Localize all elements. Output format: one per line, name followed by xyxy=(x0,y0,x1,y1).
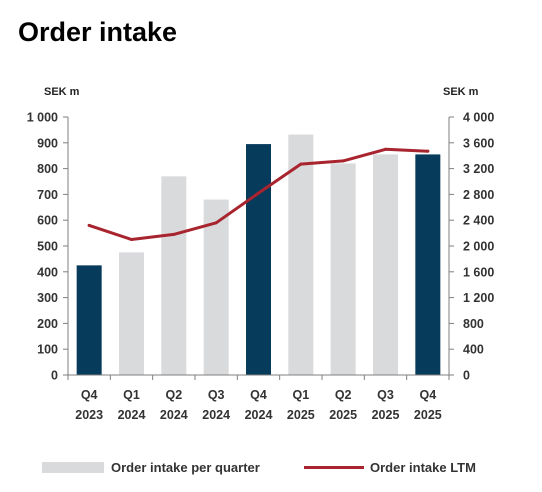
ltm-point xyxy=(384,147,387,151)
bar-q4-2024 xyxy=(246,144,271,375)
left-tick-label: 300 xyxy=(37,291,58,305)
left-axis: 0 100 200 300 400 500 600 700 800 900 1 000 xyxy=(27,111,69,383)
left-tick-label: 0 xyxy=(51,369,58,383)
right-tick-label: 2 800 xyxy=(463,188,494,202)
legend-label-bar: Order intake per quarter xyxy=(111,460,260,475)
legend: Order intake per quarter Order intake LT… xyxy=(42,460,476,475)
left-tick-label: 400 xyxy=(37,265,58,279)
right-tick-label: 1 600 xyxy=(463,265,494,279)
ltm-point xyxy=(426,149,430,153)
ltm-point xyxy=(87,223,91,227)
x-tick-quarter: Q3 xyxy=(377,388,394,402)
x-tick-year: 2024 xyxy=(118,408,146,422)
left-tick-label: 500 xyxy=(37,240,58,254)
ltm-point xyxy=(130,238,133,242)
right-tick-label: 4 000 xyxy=(463,111,494,125)
bar-q2-2025 xyxy=(330,163,356,375)
ltm-point xyxy=(257,191,260,195)
right-tick-label: 800 xyxy=(463,317,484,331)
ltm-point xyxy=(172,232,176,236)
bar-q3-2024 xyxy=(203,199,229,375)
x-axis: Q4 2023 Q1 2024 Q2 2024 Q3 2024 Q4 2024 Q1 2025 Q2 20… xyxy=(67,374,450,422)
x-tick-quarter: Q1 xyxy=(292,388,309,402)
line-series xyxy=(87,147,430,242)
legend-label-line: Order intake LTM xyxy=(370,460,476,475)
legend-swatch-bar xyxy=(42,462,104,473)
x-tick-year: 2023 xyxy=(75,408,103,422)
ltm-point xyxy=(341,159,345,163)
x-tick-quarter: Q3 xyxy=(208,388,225,402)
x-tick-year: 2025 xyxy=(287,408,315,422)
left-tick-label: 900 xyxy=(37,136,58,150)
right-axis-unit: SEK m xyxy=(443,86,479,98)
left-tick-label: 700 xyxy=(37,188,58,202)
x-tick-quarter: Q4 xyxy=(250,388,267,402)
x-tick-year: 2024 xyxy=(202,408,230,422)
right-tick-label: 0 xyxy=(463,369,470,383)
x-tick-year: 2024 xyxy=(245,408,273,422)
bar-q4-2025 xyxy=(415,154,441,375)
bar-q1-2025 xyxy=(288,134,314,375)
x-tick-year: 2025 xyxy=(329,408,357,422)
x-tick-quarter: Q2 xyxy=(165,388,182,402)
right-tick-label: 2 000 xyxy=(463,240,494,254)
x-tick-year: 2025 xyxy=(414,408,442,422)
bar-q4-2023 xyxy=(76,265,102,375)
right-tick-label: 3 200 xyxy=(463,162,494,176)
right-axis: 0 400 800 1 200 1 600 2 000 2 400 2 800 3 200 3 6… xyxy=(448,111,494,383)
left-tick-label: 1 000 xyxy=(27,111,58,125)
right-tick-label: 400 xyxy=(463,343,484,357)
x-tick-year: 2025 xyxy=(372,408,400,422)
right-tick-label: 1 200 xyxy=(463,291,494,305)
bar-q2-2024 xyxy=(161,176,187,375)
left-tick-label: 200 xyxy=(37,317,58,331)
chart-title: Order intake xyxy=(18,17,177,47)
left-axis-unit: SEK m xyxy=(44,86,80,98)
bar-series xyxy=(76,134,441,375)
right-tick-label: 2 400 xyxy=(463,214,494,228)
ltm-point xyxy=(299,162,303,166)
x-tick-quarter: Q2 xyxy=(335,388,352,402)
x-tick-year: 2024 xyxy=(160,408,188,422)
x-tick-quarter: Q1 xyxy=(123,388,140,402)
x-tick-quarter: Q4 xyxy=(419,388,436,402)
x-tick-quarter: Q4 xyxy=(81,388,98,402)
left-tick-label: 600 xyxy=(37,214,58,228)
left-tick-label: 100 xyxy=(37,343,58,357)
bar-q1-2024 xyxy=(119,252,144,375)
ltm-point xyxy=(214,221,218,225)
right-tick-label: 3 600 xyxy=(463,136,494,150)
left-tick-label: 800 xyxy=(37,162,58,176)
bar-q3-2025 xyxy=(373,154,398,375)
